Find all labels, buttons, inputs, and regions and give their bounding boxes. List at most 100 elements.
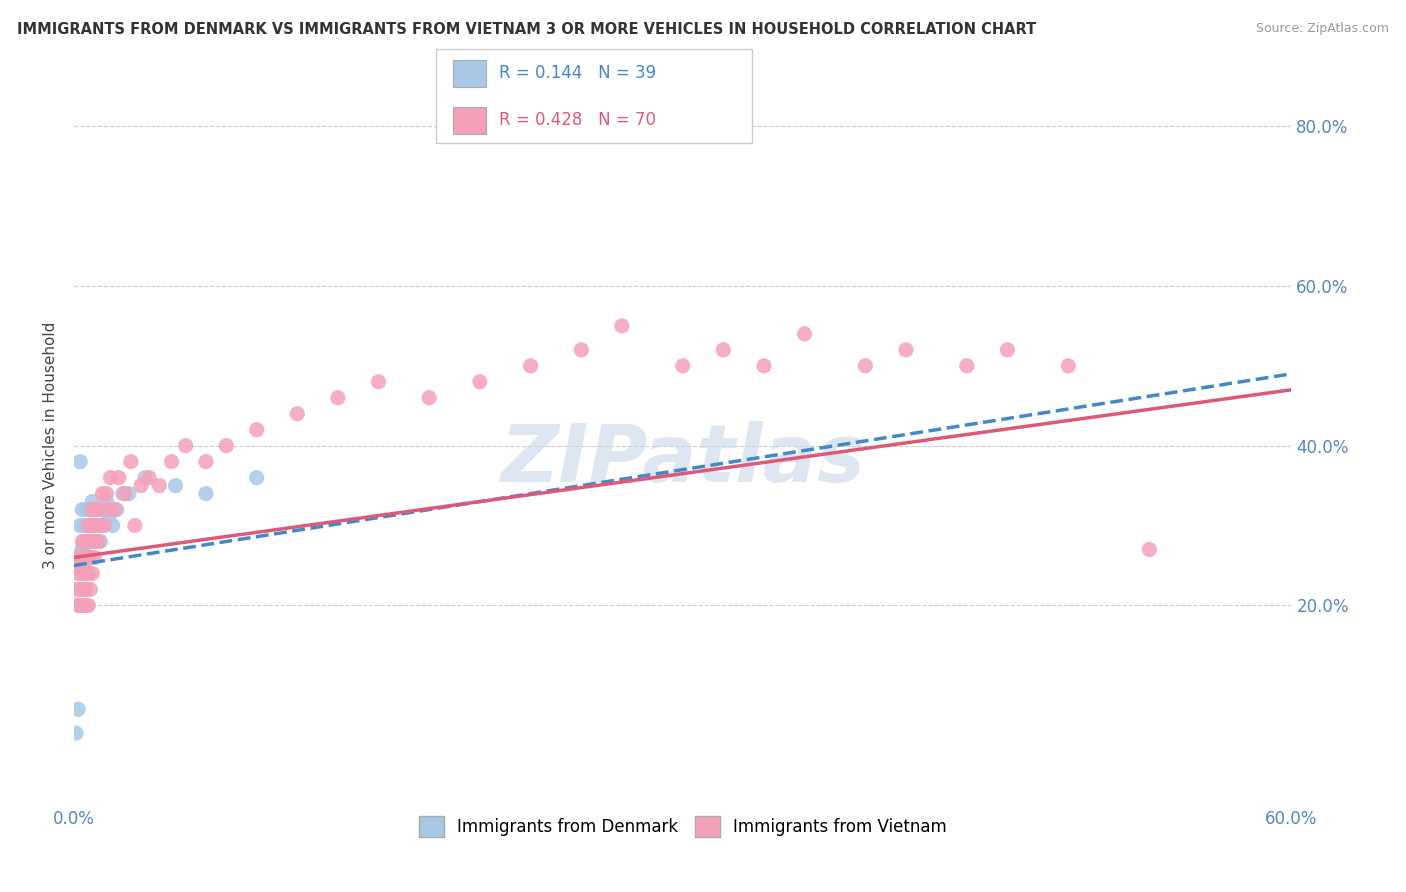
Point — [69, 455, 91, 469]
Point — [73, 534, 96, 549]
Point — [894, 343, 917, 357]
Point — [134, 470, 156, 484]
Point — [79, 534, 101, 549]
Text: ZIPatlas: ZIPatlas — [501, 421, 865, 499]
Point — [956, 359, 979, 373]
Point — [70, 542, 93, 557]
Point — [111, 486, 134, 500]
Point — [69, 550, 91, 565]
Point — [91, 486, 114, 500]
Point — [1057, 359, 1080, 373]
Point — [87, 534, 110, 549]
Point — [105, 502, 128, 516]
Point — [86, 534, 108, 549]
Point — [75, 550, 97, 565]
Point — [1139, 542, 1161, 557]
Point — [96, 486, 118, 500]
Point — [75, 534, 97, 549]
Point — [70, 542, 93, 557]
Point — [73, 582, 96, 597]
Point — [75, 502, 97, 516]
Point — [67, 599, 90, 613]
Point — [138, 470, 160, 484]
Point — [75, 534, 97, 549]
Point — [97, 510, 120, 524]
Point — [793, 326, 815, 341]
Point — [86, 502, 108, 516]
Point — [67, 702, 90, 716]
Point — [89, 534, 111, 549]
Point — [246, 470, 269, 484]
Point — [86, 502, 108, 516]
Point — [82, 518, 104, 533]
Point — [79, 502, 101, 516]
Point — [70, 502, 93, 516]
Point — [752, 359, 775, 373]
Text: IMMIGRANTS FROM DENMARK VS IMMIGRANTS FROM VIETNAM 3 OR MORE VEHICLES IN HOUSEHO: IMMIGRANTS FROM DENMARK VS IMMIGRANTS FR… — [17, 22, 1036, 37]
Y-axis label: 3 or more Vehicles in Household: 3 or more Vehicles in Household — [44, 322, 58, 569]
Point — [77, 550, 100, 565]
Point — [79, 518, 101, 533]
Point — [77, 599, 100, 613]
Point — [997, 343, 1019, 357]
Point — [65, 550, 87, 565]
Point — [79, 582, 101, 597]
Point — [174, 439, 197, 453]
Point — [165, 478, 187, 492]
Point — [70, 534, 93, 549]
Point — [418, 391, 440, 405]
Point — [246, 423, 269, 437]
Point — [129, 478, 152, 492]
Point — [610, 318, 633, 333]
Point — [93, 502, 115, 516]
Point — [67, 566, 90, 581]
Point — [69, 599, 91, 613]
Point — [77, 518, 100, 533]
Point — [73, 566, 96, 581]
Point — [104, 502, 127, 516]
Point — [73, 518, 96, 533]
Point — [107, 470, 129, 484]
Point — [69, 518, 91, 533]
Point — [367, 375, 389, 389]
Text: Source: ZipAtlas.com: Source: ZipAtlas.com — [1256, 22, 1389, 36]
Point — [569, 343, 592, 357]
Point — [96, 494, 118, 508]
Point — [148, 478, 170, 492]
Point — [194, 455, 217, 469]
Point — [73, 566, 96, 581]
Point — [77, 534, 100, 549]
Point — [87, 518, 110, 533]
Point — [70, 566, 93, 581]
Point — [77, 566, 100, 581]
Point — [120, 455, 142, 469]
Text: R = 0.144   N = 39: R = 0.144 N = 39 — [499, 64, 657, 82]
Point — [468, 375, 491, 389]
Point — [82, 502, 104, 516]
Point — [73, 558, 96, 573]
Point — [67, 599, 90, 613]
Point — [65, 726, 87, 740]
Point — [77, 550, 100, 565]
Point — [87, 502, 110, 516]
Point — [75, 582, 97, 597]
Point — [97, 502, 120, 516]
Point — [215, 439, 238, 453]
Point — [65, 582, 87, 597]
Point — [124, 518, 146, 533]
Point — [83, 518, 105, 533]
Point — [853, 359, 876, 373]
Point — [83, 518, 105, 533]
Point — [118, 486, 141, 500]
Point — [194, 486, 217, 500]
Point — [75, 599, 97, 613]
Point — [77, 518, 100, 533]
Point — [70, 599, 93, 613]
Point — [160, 455, 183, 469]
Point — [89, 518, 111, 533]
Point — [82, 494, 104, 508]
Point — [519, 359, 541, 373]
Text: R = 0.428   N = 70: R = 0.428 N = 70 — [499, 112, 657, 129]
Point — [711, 343, 734, 357]
Point — [83, 550, 105, 565]
